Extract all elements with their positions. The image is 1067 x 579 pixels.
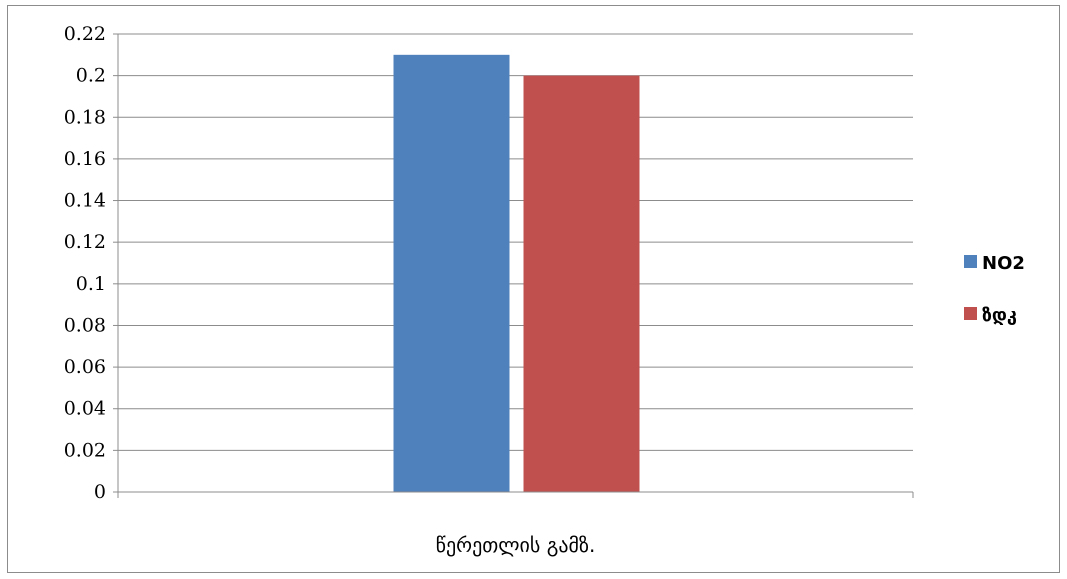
legend: NO2 ზდკ	[964, 253, 1025, 326]
legend-swatch	[964, 255, 977, 268]
x-category-label: წერეთლის გამზ.	[436, 533, 596, 557]
y-axis-ticks: 0 0.02 0.04 0.06 0.08 0.1 0.12 0.14 0.16 0.18 0.2 0…	[64, 23, 118, 503]
y-tick-label: 0.18	[64, 106, 106, 128]
y-tick-label: 0.06	[64, 356, 106, 378]
axes	[117, 34, 914, 498]
y-tick-label: 0	[94, 481, 106, 503]
y-tick-label: 0.2	[76, 65, 106, 87]
y-tick-label: 0.1	[76, 273, 106, 295]
y-tick-label: 0.14	[64, 190, 106, 212]
bars	[393, 54, 640, 493]
y-tick-label: 0.16	[64, 148, 106, 170]
legend-label: NO2	[982, 253, 1025, 274]
y-tick-label: 0.22	[64, 23, 106, 45]
legend-label: ზდკ	[982, 305, 1017, 326]
gridlines	[118, 33, 913, 451]
x-axis-categories: წერეთლის გამზ.	[436, 533, 596, 557]
bar-no2	[393, 54, 510, 493]
y-tick-label: 0.04	[64, 398, 106, 420]
legend-swatch	[964, 307, 977, 320]
y-tick-label: 0.12	[64, 231, 106, 253]
bar-zdk	[523, 75, 640, 493]
y-tick-label: 0.02	[64, 439, 106, 461]
y-tick-label: 0.08	[64, 314, 106, 336]
